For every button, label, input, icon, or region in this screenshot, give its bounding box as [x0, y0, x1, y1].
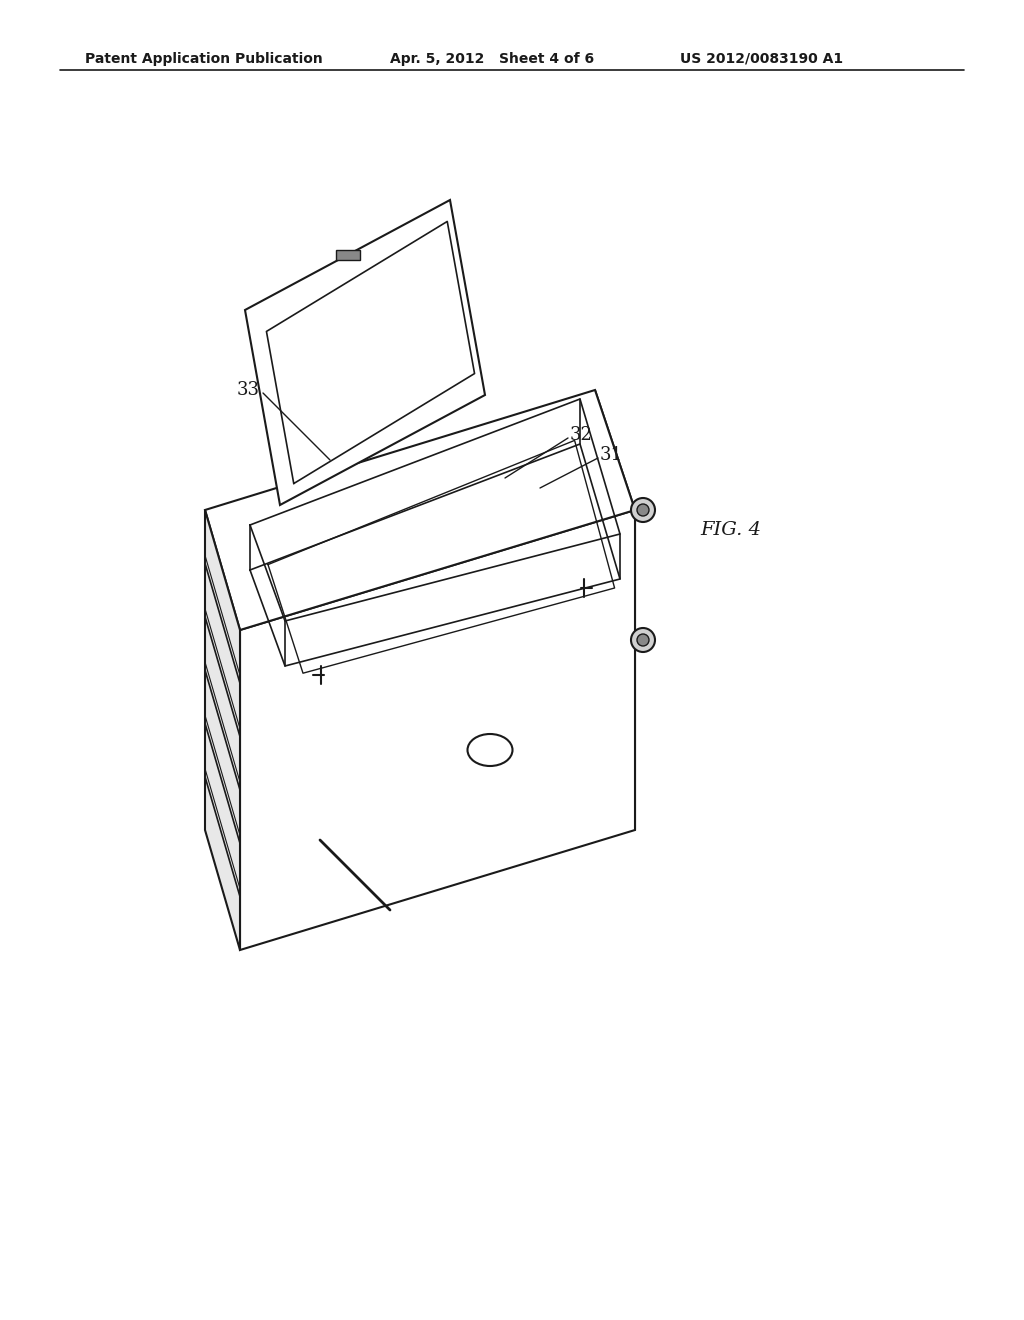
Bar	[336, 249, 359, 260]
Polygon shape	[595, 389, 635, 830]
Polygon shape	[245, 201, 485, 506]
Text: 31: 31	[600, 446, 623, 465]
Polygon shape	[240, 510, 635, 950]
Circle shape	[631, 498, 655, 521]
Circle shape	[637, 504, 649, 516]
Circle shape	[637, 634, 649, 645]
Polygon shape	[205, 389, 635, 630]
Polygon shape	[205, 510, 240, 950]
Text: 32: 32	[570, 426, 593, 444]
Text: Patent Application Publication: Patent Application Publication	[85, 51, 323, 66]
Text: FIG. 4: FIG. 4	[700, 521, 761, 539]
Text: Apr. 5, 2012   Sheet 4 of 6: Apr. 5, 2012 Sheet 4 of 6	[390, 51, 594, 66]
Ellipse shape	[468, 734, 512, 766]
Text: 33: 33	[237, 381, 260, 399]
Text: US 2012/0083190 A1: US 2012/0083190 A1	[680, 51, 843, 66]
Circle shape	[631, 628, 655, 652]
